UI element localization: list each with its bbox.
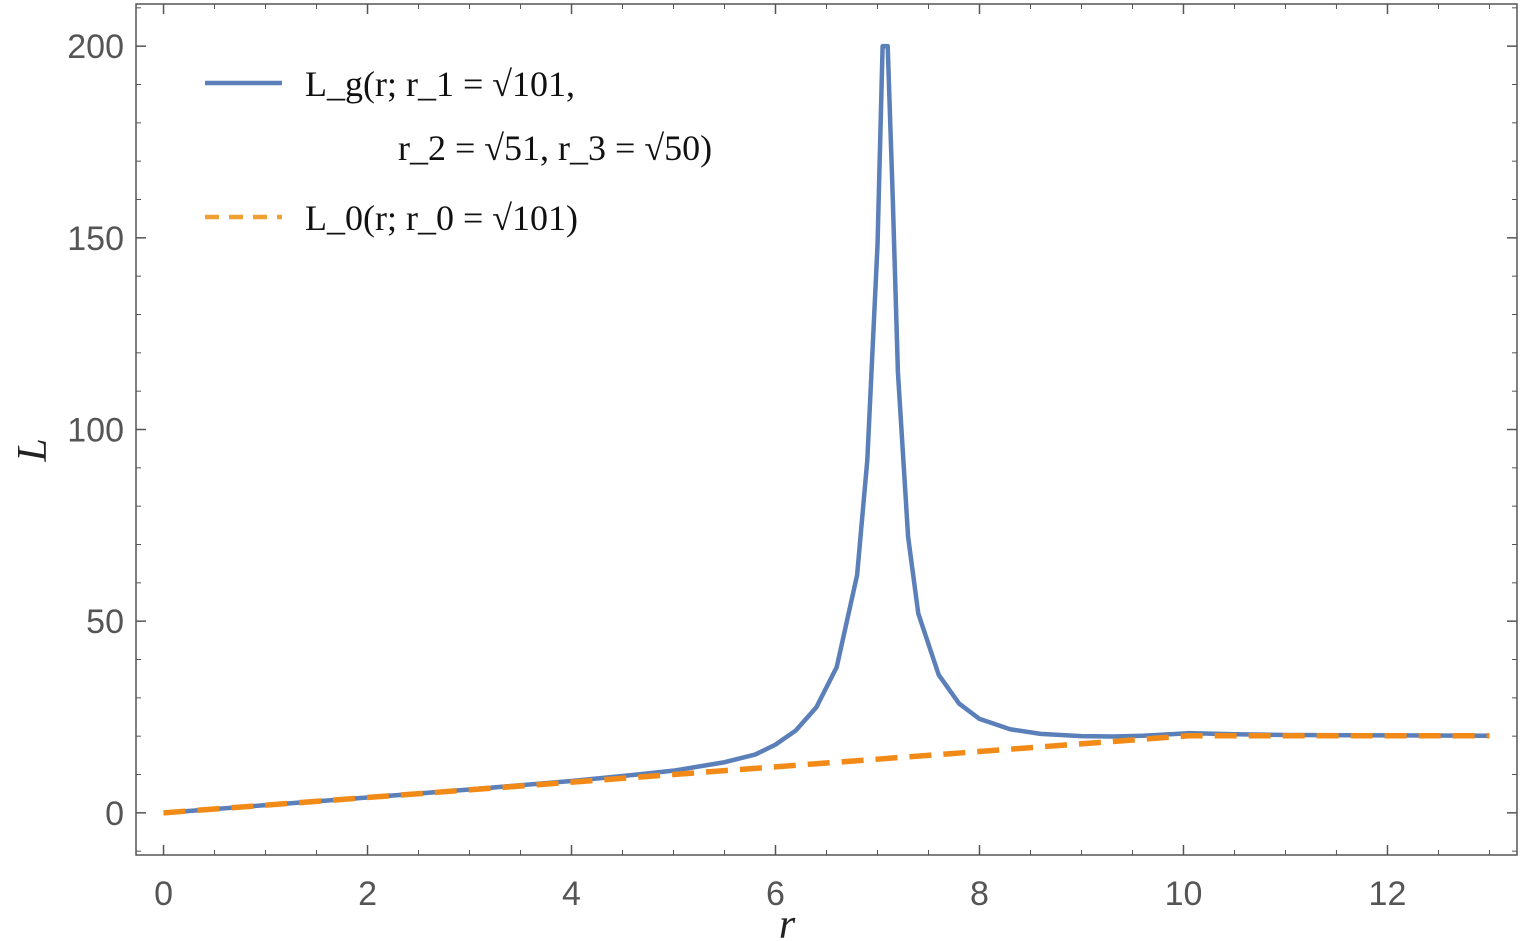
x-tick-label: 6 — [766, 875, 785, 913]
legend-label-l0: L_0(r; r_0 = √101) — [305, 198, 578, 238]
x-axis-title: r — [779, 902, 796, 941]
x-tick-labels: 0 2 4 6 8 10 12 — [154, 875, 1406, 913]
legend-label-lg-line1: L_g(r; r_1 = √101, — [305, 64, 575, 104]
x-tick-label: 12 — [1369, 875, 1407, 913]
x-tick-label: 10 — [1165, 875, 1203, 913]
y-tick-labels: 0 50 100 150 200 — [67, 28, 124, 833]
x-tick-label: 2 — [358, 875, 377, 913]
y-tick-label: 50 — [86, 603, 124, 641]
x-tick-label: 4 — [562, 875, 581, 913]
legend: L_g(r; r_1 = √101, r_2 = √51, r_3 = √50)… — [205, 64, 712, 238]
y-tick-label: 200 — [67, 28, 124, 66]
y-tick-label: 150 — [67, 220, 124, 258]
series-line-lg — [163, 43, 1490, 816]
legend-label-lg-line2: r_2 = √51, r_3 = √50) — [398, 128, 712, 168]
ticks — [136, 4, 1517, 855]
y-tick-label: 100 — [67, 412, 124, 450]
y-axis-title: L — [10, 438, 56, 462]
y-tick-label: 0 — [105, 795, 124, 833]
x-tick-label: 8 — [970, 875, 989, 913]
series-group — [163, 43, 1490, 816]
series-line-l0 — [163, 733, 1490, 816]
plot-frame — [135, 3, 1518, 856]
x-tick-label: 0 — [154, 875, 173, 913]
